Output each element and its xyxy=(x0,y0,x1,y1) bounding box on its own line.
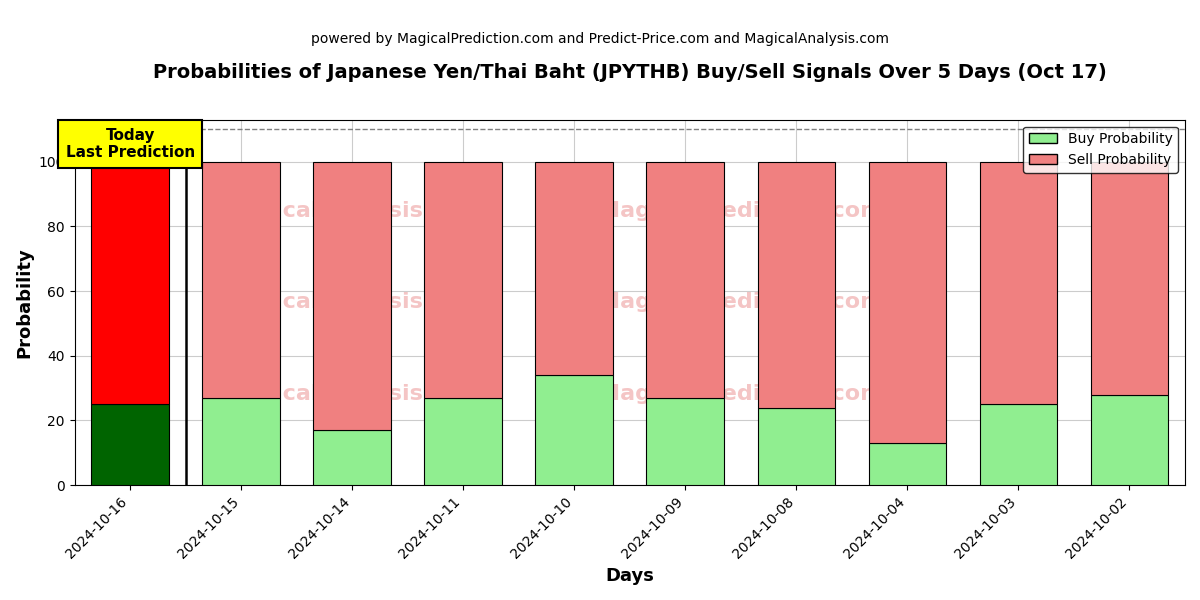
Text: MagicalAnalysis.com: MagicalAnalysis.com xyxy=(222,201,482,221)
X-axis label: Days: Days xyxy=(605,567,654,585)
Bar xyxy=(425,398,502,485)
Bar xyxy=(535,162,613,375)
Legend: Buy Probability, Sell Probability: Buy Probability, Sell Probability xyxy=(1024,127,1178,173)
Text: Today
Last Prediction: Today Last Prediction xyxy=(66,128,194,160)
Bar xyxy=(425,162,502,398)
Bar xyxy=(313,162,391,430)
Bar xyxy=(1091,395,1169,485)
Text: MagicalPrediction.com: MagicalPrediction.com xyxy=(598,201,883,221)
Bar xyxy=(979,404,1057,485)
Bar xyxy=(313,430,391,485)
Text: powered by MagicalPrediction.com and Predict-Price.com and MagicalAnalysis.com: powered by MagicalPrediction.com and Pre… xyxy=(311,32,889,46)
Bar xyxy=(91,404,169,485)
Bar xyxy=(647,162,725,398)
Bar xyxy=(1091,162,1169,395)
Title: Probabilities of Japanese Yen/Thai Baht (JPYTHB) Buy/Sell Signals Over 5 Days (O: Probabilities of Japanese Yen/Thai Baht … xyxy=(152,63,1106,82)
Text: MagicalAnalysis.com: MagicalAnalysis.com xyxy=(222,292,482,313)
Bar xyxy=(203,398,280,485)
Text: MagicalAnalysis.com: MagicalAnalysis.com xyxy=(222,384,482,404)
Bar xyxy=(869,443,947,485)
Bar xyxy=(91,162,169,404)
Text: MagicalPrediction.com: MagicalPrediction.com xyxy=(598,384,883,404)
Bar xyxy=(869,162,947,443)
Text: MagicalPrediction.com: MagicalPrediction.com xyxy=(598,292,883,313)
Bar xyxy=(647,398,725,485)
Y-axis label: Probability: Probability xyxy=(16,247,34,358)
Bar xyxy=(757,407,835,485)
Bar xyxy=(203,162,280,398)
Bar xyxy=(757,162,835,407)
Bar xyxy=(535,375,613,485)
Bar xyxy=(979,162,1057,404)
